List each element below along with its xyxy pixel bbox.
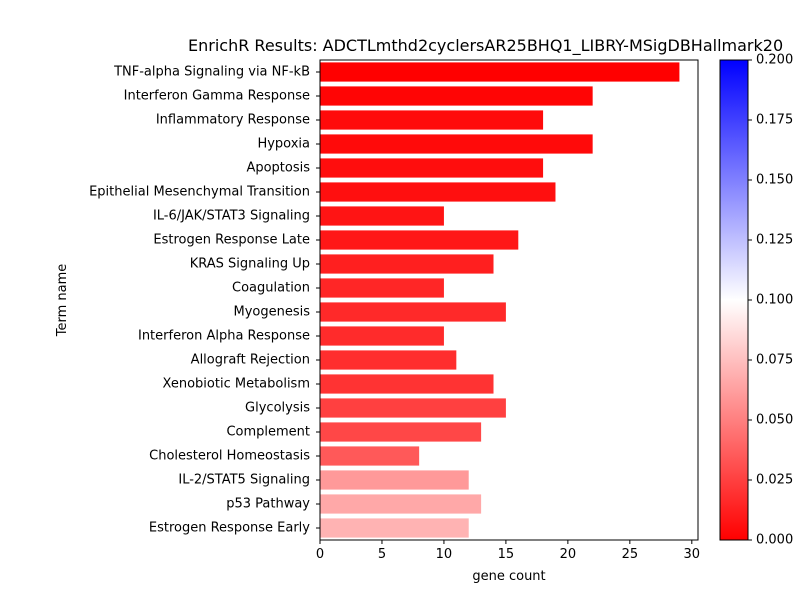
x-axis-ticks: 0 5 10 15 20 25 30 xyxy=(316,540,700,562)
bar xyxy=(320,62,680,82)
y-tick-label: Myogenesis xyxy=(233,305,310,320)
bar xyxy=(320,134,593,154)
bar xyxy=(320,518,469,538)
y-tick-label: Inflammatory Response xyxy=(156,113,310,128)
y-axis-label: Term name xyxy=(55,264,70,338)
y-tick-label: Hypoxia xyxy=(257,137,310,152)
y-tick-label: Interferon Alpha Response xyxy=(138,329,310,344)
colorbar-tick-label: 0.100 xyxy=(756,293,793,308)
y-tick-label: Allograft Rejection xyxy=(191,353,310,368)
y-tick-label: KRAS Signaling Up xyxy=(190,257,310,272)
x-tick-label: 30 xyxy=(684,547,701,562)
colorbar xyxy=(719,59,749,541)
bar xyxy=(320,206,444,226)
bar xyxy=(320,86,593,106)
bar xyxy=(320,302,506,322)
x-tick-label: 15 xyxy=(498,547,515,562)
y-tick-label: p53 Pathway xyxy=(226,497,310,512)
bar xyxy=(320,326,444,346)
colorbar-tick-label: 0.075 xyxy=(756,353,793,368)
y-tick-label: Estrogen Response Late xyxy=(153,233,310,248)
plot-frame xyxy=(319,59,699,541)
y-tick-label: TNF-alpha Signaling via NF-kB xyxy=(113,65,310,80)
y-tick-label: Xenobiotic Metabolism xyxy=(163,377,310,392)
bars-group xyxy=(320,62,680,538)
colorbar-tick-label: 0.175 xyxy=(756,113,793,128)
bar xyxy=(320,470,469,490)
bar xyxy=(320,254,494,274)
colorbar-tick-label: 0.000 xyxy=(756,533,793,548)
y-tick-label: Epithelial Mesenchymal Transition xyxy=(89,185,310,200)
x-tick-label: 5 xyxy=(378,547,386,562)
y-tick-label: Cholesterol Homeostasis xyxy=(149,449,310,464)
y-tick-label: Estrogen Response Early xyxy=(149,521,310,536)
colorbar-tick-label: 0.025 xyxy=(756,473,793,488)
bar xyxy=(320,422,482,442)
y-tick-label: Interferon Gamma Response xyxy=(124,89,310,104)
bar xyxy=(320,446,420,466)
bar xyxy=(320,350,457,370)
x-tick-label: 20 xyxy=(560,547,577,562)
y-tick-label: IL-2/STAT5 Signaling xyxy=(178,473,310,488)
colorbar-tick-label: 0.150 xyxy=(756,173,793,188)
bar xyxy=(320,182,556,202)
y-tick-label: Complement xyxy=(226,425,310,440)
y-axis-ticks: TNF-alpha Signaling via NF-kB Interferon … xyxy=(89,65,320,536)
x-tick-label: 10 xyxy=(436,547,453,562)
y-tick-label: Coagulation xyxy=(232,281,310,296)
colorbar-ticks: 0.000 0.025 0.050 0.075 0.100 0.125 0.150 0.175… xyxy=(748,53,793,548)
bar xyxy=(320,398,506,418)
x-axis-label: gene count xyxy=(472,569,545,584)
bar xyxy=(320,494,482,514)
bar xyxy=(320,278,444,298)
y-tick-label: Apoptosis xyxy=(246,161,310,176)
colorbar-tick-label: 0.125 xyxy=(756,233,793,248)
x-tick-label: 25 xyxy=(622,547,639,562)
bar xyxy=(320,158,544,178)
bar xyxy=(320,374,494,394)
y-tick-label: Glycolysis xyxy=(245,401,310,416)
y-tick-label: IL-6/JAK/STAT3 Signaling xyxy=(153,209,310,224)
chart-title: EnrichR Results: ADCTLmthd2cyclersAR25BH… xyxy=(188,36,783,56)
colorbar-tick-label: 0.200 xyxy=(756,53,793,68)
colorbar-tick-label: 0.050 xyxy=(756,413,793,428)
bar xyxy=(320,110,544,130)
bar xyxy=(320,230,519,250)
x-tick-label: 0 xyxy=(316,547,324,562)
